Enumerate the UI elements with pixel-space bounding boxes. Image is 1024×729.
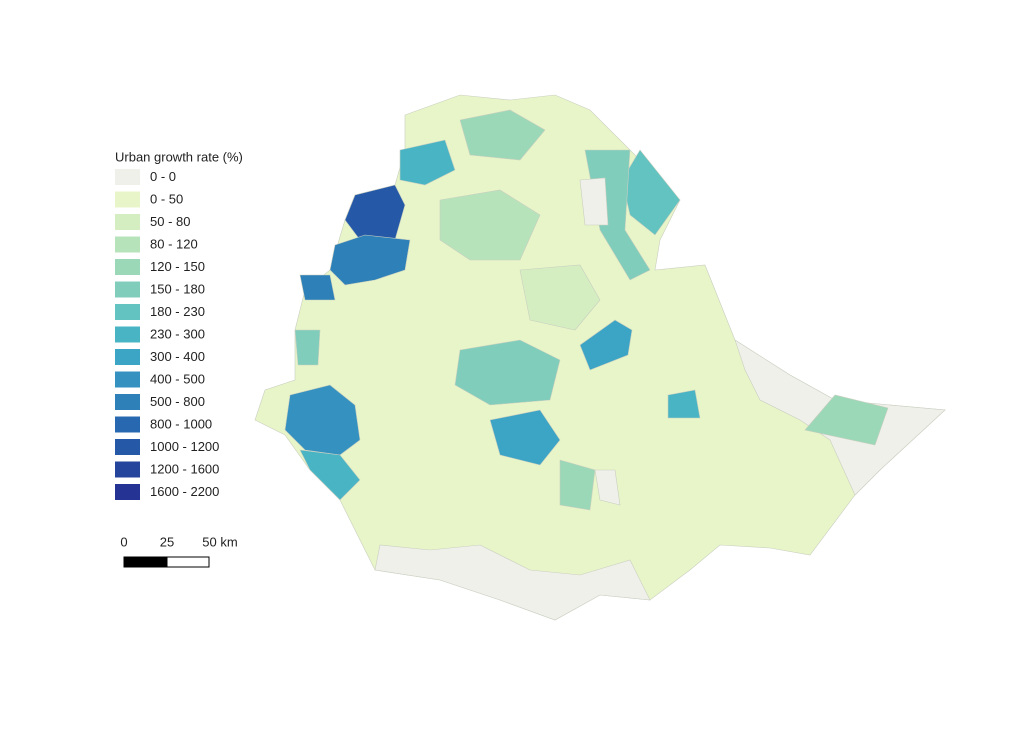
region — [579, 177, 609, 226]
legend-title: Urban growth rate (%) — [115, 149, 243, 164]
legend-label: 230 - 300 — [150, 326, 205, 341]
legend-label: 180 - 230 — [150, 304, 205, 319]
region — [667, 389, 701, 419]
legend-label: 80 - 120 — [150, 236, 198, 251]
legend-label: 150 - 180 — [150, 281, 205, 296]
region — [329, 234, 411, 286]
legend-label: 1600 - 2200 — [150, 484, 219, 499]
legend-label: 0 - 50 — [150, 191, 183, 206]
legend-label: 500 - 800 — [150, 394, 205, 409]
region — [344, 184, 406, 241]
map — [254, 94, 946, 621]
legend-label: 1000 - 1200 — [150, 439, 219, 454]
region — [559, 459, 596, 511]
legend-label: 800 - 1000 — [150, 416, 212, 431]
region — [284, 384, 361, 456]
region — [489, 409, 561, 466]
region — [579, 319, 633, 371]
legend-label: 300 - 400 — [150, 349, 205, 364]
legend-swatch — [115, 281, 140, 298]
region — [621, 149, 681, 236]
scale-label: 0 — [120, 534, 127, 549]
legend-swatch — [115, 349, 140, 365]
legend-swatch — [115, 259, 140, 275]
legend-swatch — [115, 394, 140, 410]
legend-swatch — [115, 191, 140, 208]
scale-bar: 0 25 50 km — [120, 534, 238, 568]
legend-swatch — [115, 169, 140, 185]
legend-swatch — [115, 304, 140, 320]
legend-label: 0 - 0 — [150, 169, 176, 184]
legend-swatch — [115, 214, 140, 230]
region — [439, 189, 541, 261]
legend-swatch — [115, 439, 140, 455]
region — [299, 449, 361, 501]
scale-segment — [123, 556, 168, 568]
region — [594, 469, 621, 506]
legend-label: 400 - 500 — [150, 371, 205, 386]
legend-swatch — [115, 326, 140, 343]
legend-swatch — [115, 461, 140, 478]
legend-swatch — [115, 236, 140, 253]
legend-swatch — [115, 484, 140, 500]
legend-label: 120 - 150 — [150, 259, 205, 274]
legend-label: 50 - 80 — [150, 214, 190, 229]
legend-label: 1200 - 1600 — [150, 461, 219, 476]
region — [399, 139, 456, 186]
scale-label: 25 — [160, 534, 174, 549]
region — [374, 544, 651, 621]
scale-label: 50 km — [202, 534, 237, 549]
region — [299, 274, 336, 301]
region — [459, 109, 546, 161]
region — [454, 339, 561, 406]
scale-segment — [166, 556, 210, 568]
legend: 0 - 0 0 - 50 50 - 80 80 - 120 120 - 150 150 -… — [115, 169, 219, 500]
legend-swatch — [115, 416, 140, 433]
region — [294, 329, 321, 366]
region — [519, 264, 601, 331]
region — [804, 394, 889, 446]
legend-swatch — [115, 371, 140, 388]
